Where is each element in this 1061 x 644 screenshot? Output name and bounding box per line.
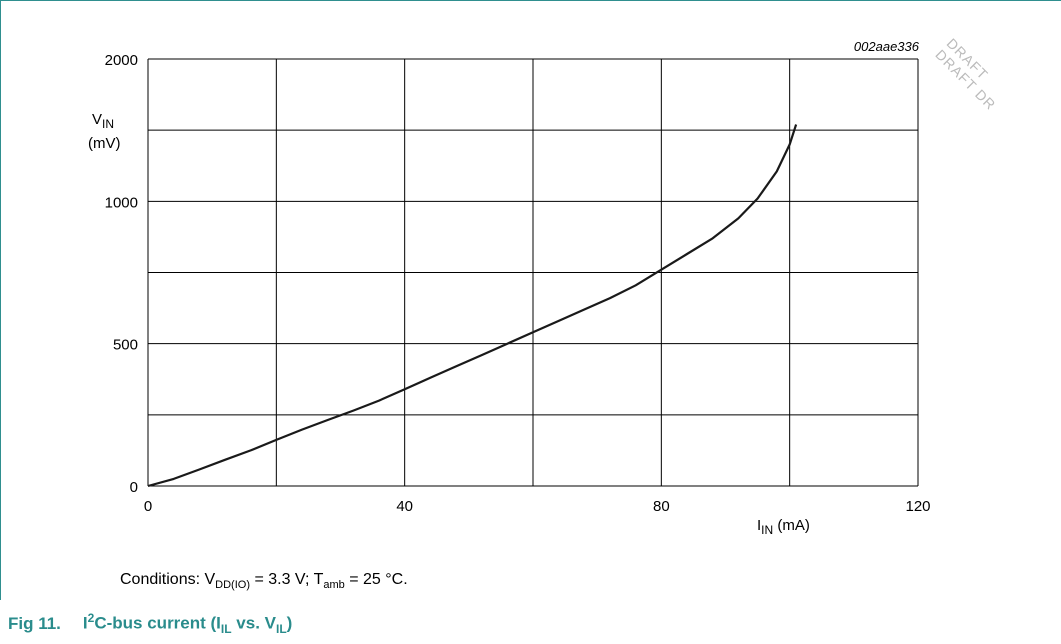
x-axis-label: IIN (mA): [757, 517, 810, 537]
figure-caption: Fig 11. I2C-bus current (IIL vs. VIL): [8, 611, 292, 636]
caption-end: ): [286, 613, 293, 633]
conditions-tamb-value: = 25 °C.: [344, 571, 408, 588]
caption-mid: C-bus current (I: [94, 613, 221, 633]
x-axis-label-unit: (mA): [773, 517, 810, 534]
conditions-vdd-value: = 3.3 V; T: [250, 571, 324, 588]
caption-vs: vs. V: [231, 613, 276, 633]
y-axis-label-main: V: [92, 111, 102, 128]
conditions-tamb-sub: amb: [323, 579, 345, 592]
y-tick-label: 1000: [105, 194, 138, 211]
conditions-text: Conditions: VDD(IO) = 3.3 V; Tamb = 25 °…: [120, 571, 408, 591]
y-tick-label: 0: [130, 479, 138, 496]
x-tick-label: 80: [653, 498, 670, 515]
x-tick-label: 40: [396, 498, 413, 515]
x-axis-label-sub: IN: [761, 523, 773, 537]
y-axis-unit: (mV): [88, 135, 121, 152]
caption-sup: 2: [87, 611, 95, 625]
x-tick-label: 120: [905, 498, 930, 515]
tick-labels: 0 40 80 120 0 500 1000 2000: [105, 52, 931, 515]
figure-number: Fig 11.: [8, 613, 61, 633]
conditions-prefix: Conditions: V: [120, 571, 216, 588]
conditions-vdd-sub: DD(IO): [215, 579, 250, 592]
caption-sub2: IL: [276, 622, 287, 637]
figure-frame: [0, 0, 1061, 600]
y-axis-label: VIN: [92, 111, 114, 131]
x-axis-label-main: I: [757, 517, 761, 534]
caption-sub1: IL: [220, 622, 232, 637]
figure-id-annotation: 002aae336: [854, 39, 920, 54]
y-tick-label: 2000: [105, 52, 138, 69]
y-axis-label-sub: IN: [102, 117, 114, 131]
grid: [147, 58, 919, 487]
caption-i: I: [82, 613, 88, 633]
x-tick-label: 0: [144, 498, 152, 515]
y-tick-label: 500: [113, 337, 138, 354]
series-line: [147, 124, 798, 488]
curve-layer: [147, 124, 798, 488]
